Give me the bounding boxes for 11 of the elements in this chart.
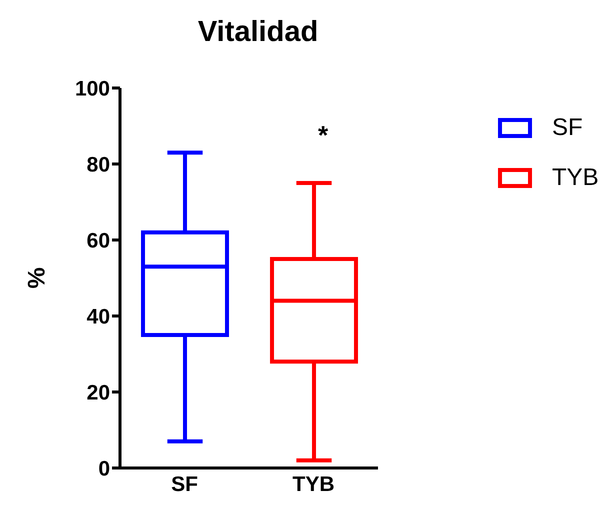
chart-title: Vitalidad: [196, 16, 320, 49]
y-tick-label: 60: [86, 229, 110, 252]
y-axis-title: %: [24, 267, 51, 289]
y-tick-label: 100: [74, 77, 110, 100]
annotation: *: [316, 120, 330, 151]
legend-label: SF: [552, 114, 583, 142]
y-tick-label: 80: [86, 153, 110, 176]
y-tick-label: 0: [98, 457, 110, 480]
legend-label: TYB: [552, 164, 599, 192]
y-tick-label: 20: [86, 381, 110, 404]
y-tick-label: 40: [86, 305, 110, 328]
